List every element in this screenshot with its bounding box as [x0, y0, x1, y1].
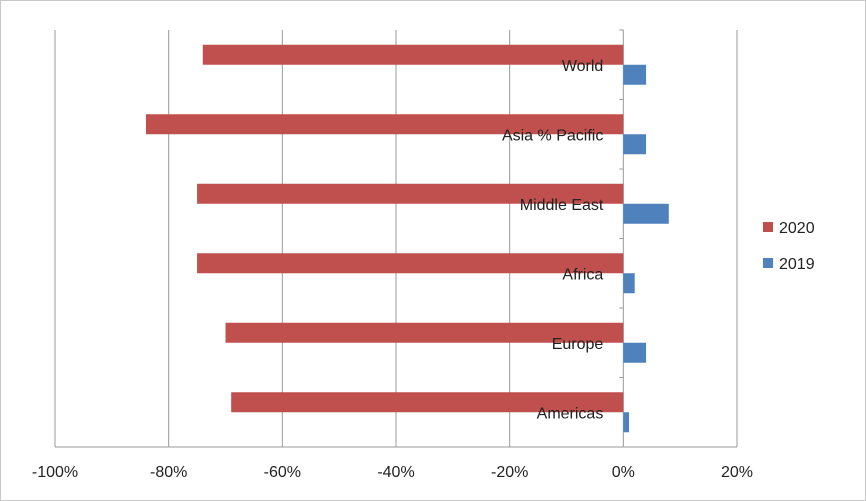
bar-2020-americas	[231, 392, 624, 413]
x-tick-label: -20%	[491, 464, 528, 481]
bar-2020-asia-pacific	[145, 114, 624, 135]
bars	[145, 44, 669, 433]
legend-label-2020: 2020	[779, 220, 815, 237]
category-label-world: World	[562, 58, 604, 75]
bar-2019-middle-east	[623, 203, 669, 224]
bar-2020-middle-east	[197, 183, 624, 204]
bar-2020-world	[202, 44, 624, 65]
x-tick-label: -60%	[264, 464, 301, 481]
category-label-europe: Europe	[552, 336, 604, 353]
x-tick-label: -40%	[377, 464, 414, 481]
x-tick-label: -100%	[32, 464, 78, 481]
legend-swatch-2019	[763, 258, 773, 268]
bar-2020-africa	[197, 253, 624, 274]
category-label-asia-pacific: Asia % Pacific	[502, 127, 603, 144]
gridlines	[54, 30, 738, 447]
bar-2019-americas	[623, 412, 630, 433]
category-label-americas: Americas	[537, 405, 604, 422]
bar-2019-world	[623, 64, 647, 85]
bar-2019-asia-pacific	[623, 134, 647, 155]
category-label-africa: Africa	[562, 266, 603, 283]
category-label-middle-east: Middle East	[520, 197, 604, 214]
bar-2020-europe	[225, 322, 624, 343]
x-tick-label: 0%	[612, 464, 635, 481]
legend: 2020 2019	[763, 220, 815, 273]
axes: -100% -80% -60% -40% -20% 0% 20%	[32, 29, 753, 481]
legend-swatch-2020	[763, 222, 773, 232]
category-labels: World Asia % Pacific Middle East Africa Euro…	[502, 58, 604, 423]
legend-label-2019: 2019	[779, 256, 815, 273]
bar-2019-africa	[623, 273, 635, 294]
bar-2019-europe	[623, 342, 647, 363]
x-tick-label: 20%	[721, 464, 753, 481]
x-tick-label: -80%	[150, 464, 187, 481]
